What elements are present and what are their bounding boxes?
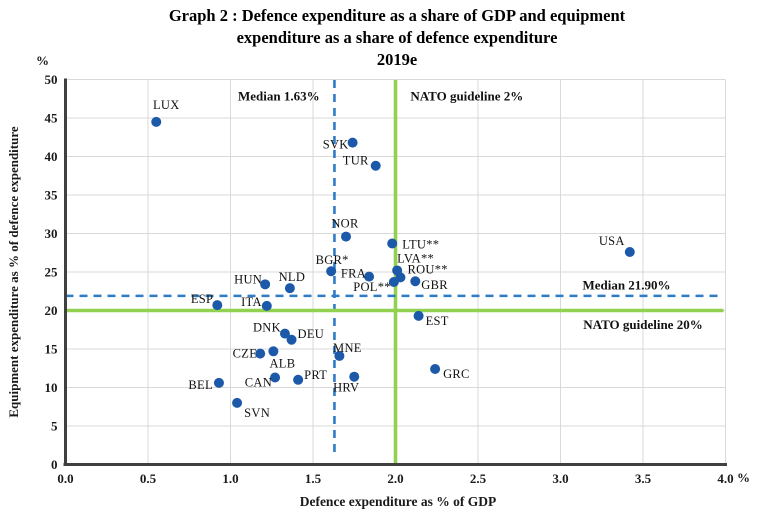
data-point-label-mne: MNE [333,341,362,355]
x-tick-label: 4.0 [717,471,733,486]
y-tick-label: 15 [45,342,59,357]
chart-subtitle: 2019e [376,50,418,69]
data-point-label-dnk: DNK [253,321,281,335]
data-point-deu [286,334,297,345]
x-tick-label: 1.5 [305,471,322,486]
data-point-svk [347,137,358,148]
data-point-label-fra: FRA [341,267,366,281]
annotation-nato-x-label: NATO guideline 2% [410,88,523,103]
y-tick-label: 35 [45,188,59,203]
data-point-label-ltu: LTU** [402,238,439,252]
data-point-label-cze: CZE [233,347,258,361]
data-point-label-hrv: HRV [333,381,359,395]
data-point-label-usa: USA [599,234,625,248]
x-tick-label: 1.0 [222,471,238,486]
data-point-cze [255,348,266,359]
x-tick-label: 0.5 [140,471,157,486]
data-point-label-esp: ESP [191,292,213,306]
data-point-label-lux: LUX [153,98,180,112]
data-point-dnk [279,328,290,339]
data-point-grc [430,364,441,375]
x-tick-label: 3.5 [635,471,652,486]
data-point-hrv [349,371,360,382]
x-tick-label: 3.0 [552,471,568,486]
data-point-ltu [387,238,398,249]
data-point-est [413,310,424,321]
annotation-median-y-label: Median 21.90% [582,278,670,293]
y-tick-label: 45 [45,111,59,126]
x-axis-unit: % [737,470,750,485]
data-point-label-grc: GRC [443,367,470,381]
data-point-mne [334,350,345,361]
data-point-alb [268,346,279,357]
x-tick-label: 0.0 [57,471,73,486]
x-axis-title: Defence expenditure as % of GDP [299,494,497,509]
data-point-gbr [410,276,421,287]
data-point-label-svn: SVN [244,406,270,420]
data-point-label-nor: NOR [331,217,359,231]
y-tick-label: 10 [45,380,58,395]
data-point-can [270,372,281,383]
data-point-label-deu: DEU [298,327,325,341]
data-point-label-tur: TUR [343,154,369,168]
data-point-usa [624,246,635,257]
data-point-pol [388,277,399,288]
data-point-nld [284,283,295,294]
data-point-fra [364,271,375,282]
data-point-label-ita: ITA [241,295,262,309]
data-point-hun [260,279,271,290]
data-point-label-hun: HUN [234,272,262,286]
data-point-label-bel: BEL [188,378,213,392]
y-tick-label: 5 [51,419,58,434]
y-tick-label: 40 [45,149,58,164]
data-point-label-est: EST [426,314,449,328]
data-point-bgr [326,266,337,277]
data-point-nor [341,231,351,242]
data-point-svn [232,397,243,408]
data-point-tur [370,160,381,171]
annotation-median-x-label: Median 1.63% [238,88,320,103]
annotation-nato-y-label: NATO guideline 20% [583,317,702,332]
y-tick-label: 30 [45,226,58,241]
chart-title-line1: Graph 2 : Defence expenditure as a share… [168,6,626,25]
x-tick-label: 2.5 [470,471,487,486]
data-point-label-alb: ALB [269,356,295,370]
data-point-bel [213,377,224,388]
y-tick-label: 50 [45,72,58,87]
data-point-label-rou: ROU** [407,262,447,276]
y-axis-unit: % [36,53,49,68]
chart-title: Graph 2 : Defence expenditure as a share… [26,5,768,71]
data-point-lux [151,116,162,127]
data-point-label-svk: SVK [323,138,349,152]
data-point-label-bgr: BGR* [316,253,349,267]
y-tick-label: 20 [45,303,58,318]
data-point-label-can: CAN [245,375,272,389]
x-tick-label: 2.0 [387,471,403,486]
data-point-ita [261,300,272,311]
data-point-label-lva: LVA** [397,251,434,265]
data-point-label-pol: POL** [353,280,391,294]
chart-title-line2: expenditure as a share of defence expend… [236,28,558,47]
data-point-prt [293,374,304,385]
data-point-label-nld: NLD [279,270,306,284]
y-tick-label: 25 [45,265,59,280]
data-point-label-prt: PRT [304,368,327,382]
y-tick-label: 0 [51,457,58,472]
data-point-esp [212,300,223,311]
data-point-label-gbr: GBR [421,278,448,292]
